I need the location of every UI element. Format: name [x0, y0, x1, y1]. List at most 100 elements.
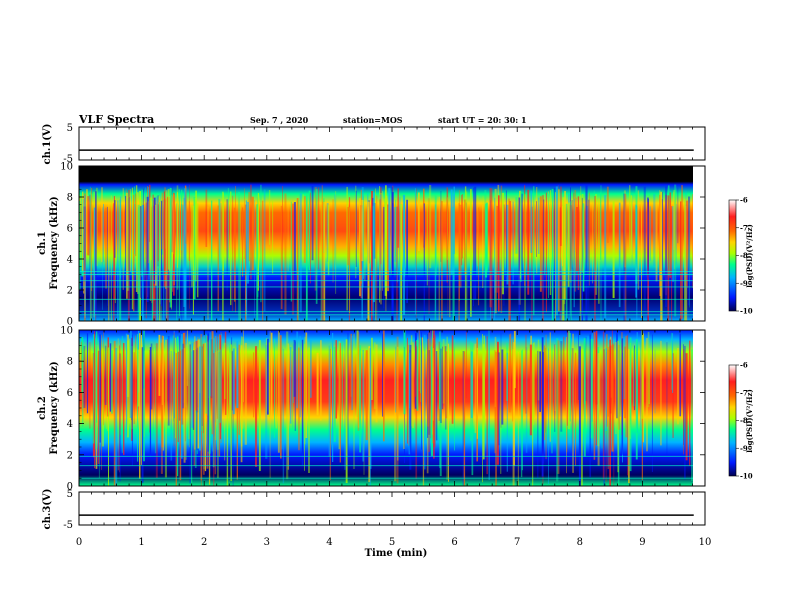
spectrogram-streak	[267, 338, 269, 415]
spectrogram-streak	[317, 187, 320, 270]
spectrogram-streak	[430, 346, 433, 456]
spectrogram-streak	[139, 206, 142, 298]
spectrogram-streak	[298, 347, 300, 451]
spectrogram-streak	[549, 190, 552, 295]
spectrogram-streak	[634, 345, 635, 411]
spectrogram-streak	[374, 342, 376, 410]
spectrogram-streak	[175, 353, 177, 486]
spectrogram-streak	[364, 202, 366, 281]
spectrogram-streak	[527, 189, 530, 295]
spectrogram-streak	[232, 350, 234, 486]
spectrogram-streak	[556, 338, 559, 482]
spectrogram-streak	[121, 336, 123, 453]
spectrogram-streak	[478, 207, 480, 306]
spectrogram-streak	[402, 194, 406, 315]
spectrogram-streak	[177, 351, 179, 443]
ch1-spectrogram-panel: 0 2 4 6 8 10 ch.1 Frequency (kHz)	[37, 162, 706, 328]
ch1-waveform-ylabel: ch.1(V)	[42, 123, 53, 164]
spectrogram-streak	[219, 349, 221, 423]
spectrogram-streak	[290, 201, 292, 302]
spectrogram-streak	[333, 346, 336, 442]
spectrogram-streak	[161, 339, 163, 405]
spectrogram-streak	[612, 201, 615, 298]
spectrogram-streak	[444, 346, 447, 406]
spectrogram-streak	[421, 337, 423, 418]
spectrogram-streak	[551, 189, 554, 321]
spectrogram-streak	[224, 331, 227, 415]
spectrogram-streak	[133, 186, 136, 255]
spectrogram-streak	[574, 190, 577, 292]
spectrogram-streak	[485, 203, 488, 278]
time-tick-label: 4	[326, 537, 332, 548]
spectrogram-streak	[125, 195, 127, 275]
spectrogram-streak	[281, 347, 283, 450]
spectrogram-streak	[216, 335, 218, 419]
spectrogram-streak	[611, 344, 614, 452]
spectrogram-streak	[155, 196, 158, 321]
spectrogram-streak	[129, 331, 132, 418]
spectrogram-streak	[214, 336, 216, 475]
spectrogram-streak	[161, 200, 163, 307]
spectrogram-streak	[500, 346, 502, 474]
spectrogram-streak	[677, 187, 679, 244]
spectrogram-streak	[208, 340, 211, 454]
spectrogram-streak	[533, 186, 535, 316]
station-label: station=MOS	[343, 115, 403, 125]
spectrogram-streak	[299, 193, 302, 313]
spectrogram-streak	[593, 190, 595, 272]
spectrogram-streak	[308, 190, 311, 271]
spectrogram-streak	[558, 189, 560, 312]
colorbar-tick-label: -8	[740, 416, 748, 425]
ch1-ytick-top: 5	[67, 123, 73, 134]
spectrogram-streak	[110, 195, 112, 321]
spectrogram-streak	[357, 332, 360, 431]
spectrogram-streak	[382, 333, 383, 417]
spectrogram-streak	[311, 186, 314, 261]
spectrogram-streak	[299, 336, 301, 418]
spectrogram-streak	[167, 189, 170, 270]
spectrogram-streak	[394, 349, 397, 482]
spectrogram-streak	[145, 187, 146, 260]
spectrogram-streak	[185, 346, 187, 408]
spectrogram-streak	[280, 205, 282, 310]
spectrogram-streak	[562, 197, 565, 321]
spectrogram-streak	[203, 335, 205, 470]
spectrogram-streak	[605, 348, 607, 431]
spectrogram-streak	[152, 347, 154, 436]
spectrogram-streak	[438, 196, 440, 321]
spectrogram-streak	[422, 351, 425, 486]
spectrogram-streak	[440, 348, 442, 423]
spectrogram-streak	[220, 203, 222, 270]
spectrogram-streak	[406, 337, 408, 444]
spectrogram-streak	[242, 337, 244, 429]
spectrogram-streak	[597, 353, 600, 466]
spectrogram-streak	[81, 337, 84, 393]
spectrogram-streak	[310, 340, 312, 398]
spectrogram-streak	[557, 185, 559, 261]
spectrogram-streak	[146, 196, 149, 303]
spectrogram-streak	[629, 337, 632, 472]
spectrogram-streak	[361, 199, 364, 262]
spectrogram-streak	[624, 194, 627, 321]
spectrogram-streak	[672, 333, 674, 393]
ch2-spectrogram-ylabel-frequency: Frequency (kHz)	[49, 361, 60, 454]
spectrogram-streak	[334, 194, 337, 270]
spectrogram-streak	[349, 207, 350, 314]
spectrogram-streak	[581, 349, 583, 486]
spectrogram-streak	[428, 198, 430, 314]
spectrogram-streak	[122, 188, 124, 290]
spectrogram-streak	[685, 190, 687, 311]
spectrogram-streak	[489, 188, 492, 308]
spectrogram-streak	[548, 348, 549, 484]
spectrogram-streak	[359, 198, 362, 297]
spectrogram-streak	[232, 195, 234, 311]
spectrogram-streak	[150, 343, 153, 410]
spectrogram-streak	[580, 186, 582, 313]
spectrogram-streak	[244, 342, 247, 445]
spectrogram-streak	[607, 349, 609, 417]
spectrogram-streak	[133, 194, 135, 312]
spectrogram-streak	[561, 206, 563, 267]
spectrogram-streak	[520, 350, 523, 478]
spectrogram-streak	[272, 200, 274, 274]
spectrogram-streak	[471, 343, 474, 476]
